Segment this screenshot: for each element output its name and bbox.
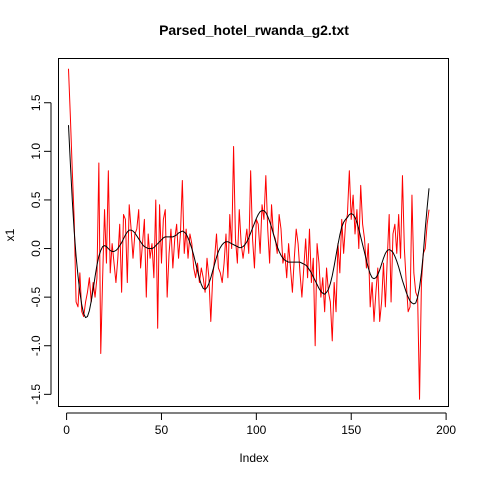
x-tick-label: 150 (341, 423, 361, 437)
y-tick-label: -1.0 (29, 335, 43, 356)
chart-title: Parsed_hotel_rwanda_g2.txt (159, 22, 349, 38)
y-tick-label: 0.5 (29, 191, 43, 208)
plot-frame (58, 58, 449, 407)
x-tick-label: 0 (63, 423, 70, 437)
x-axis: 0 50 100 150 200 (63, 412, 456, 437)
x-tick-label: 100 (246, 423, 266, 437)
y-tick-label: 0.0 (29, 240, 43, 257)
y-tick-label: 1.5 (29, 94, 43, 111)
x-tick-label: 200 (436, 423, 456, 437)
series-layer (67, 68, 430, 400)
series-line-smoothed (67, 125, 430, 319)
x-tick-label: 50 (155, 423, 169, 437)
y-tick-label: -1.5 (29, 384, 43, 405)
x-axis-label: Index (239, 451, 268, 465)
y-axis: -1.5 -1.0 -0.5 0.0 0.5 1.0 1.5 (29, 94, 52, 405)
y-tick-label: -0.5 (29, 286, 43, 307)
y-tick-label: 1.0 (29, 143, 43, 160)
y-axis-label: x1 (3, 228, 17, 241)
